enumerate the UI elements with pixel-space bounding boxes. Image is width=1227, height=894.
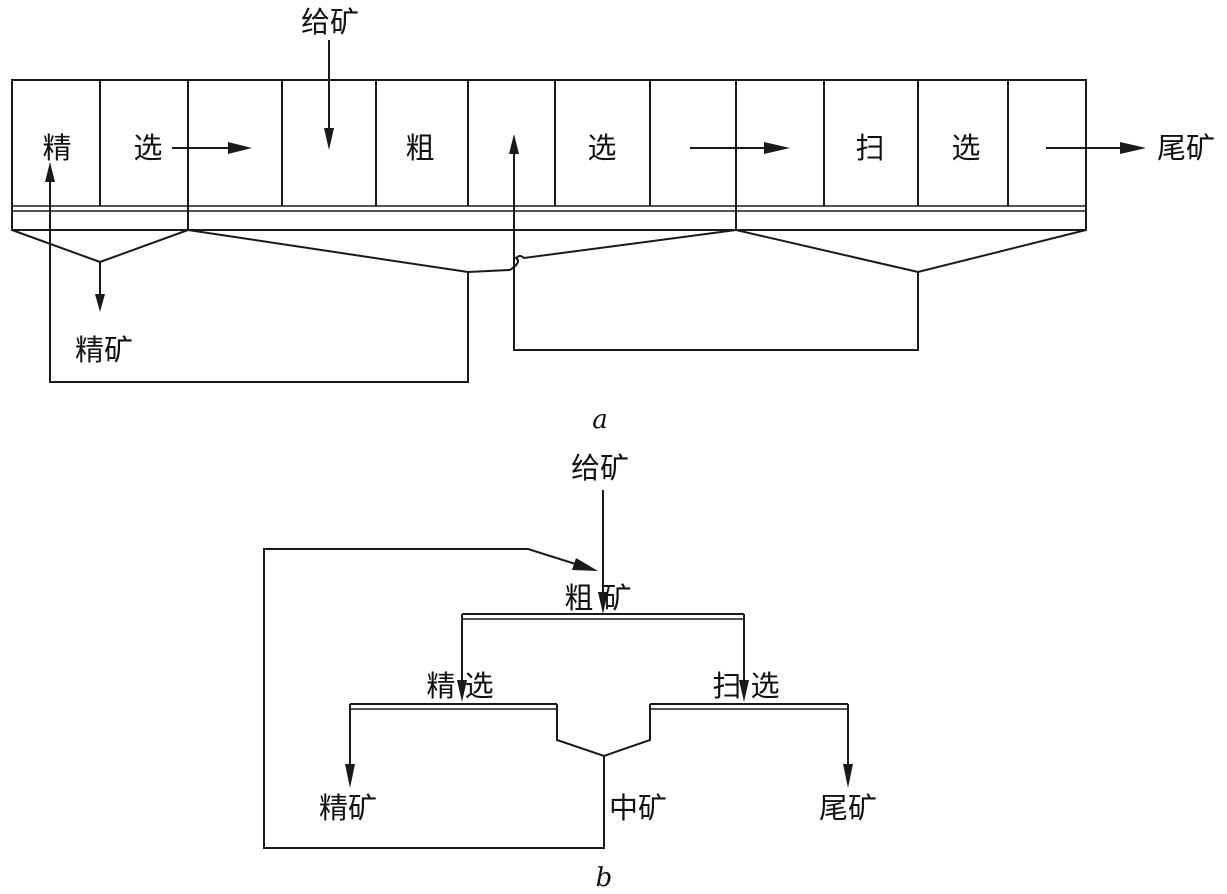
tailings-arrow-head-a	[1120, 142, 1146, 154]
feed-label-a: 给矿	[301, 5, 359, 39]
flotation-bank-outline	[11, 79, 1087, 231]
concentrate-label-a: 精矿	[75, 333, 133, 367]
cell-dividers	[99, 80, 1009, 230]
tailings-label-b: 尾矿	[819, 791, 877, 825]
scavenger-label-b: 扫 选	[712, 669, 779, 703]
rougher-label-char-1: 粗	[405, 131, 434, 165]
cleaning-label-char-2: 选	[133, 131, 162, 165]
middlings-return-arrow-head	[572, 558, 598, 571]
cleaning-label-b: 精 选	[426, 669, 493, 703]
concentrate-arrow-head-b	[345, 764, 355, 788]
return-to-rougher-arrow-head	[509, 134, 519, 154]
middlings-label-b: 中矿	[609, 791, 667, 825]
caption-b: b	[596, 863, 613, 893]
hopper-scavenger	[735, 229, 1087, 274]
rougher-label-char-2: 选	[587, 131, 616, 165]
scavenger-return-line	[513, 152, 919, 351]
tailings-label-a: 尾矿	[1157, 131, 1215, 165]
caption-a: a	[592, 405, 608, 435]
diagram-b: 给矿 粗 矿 精 选 扫 选 精矿 中矿 尾矿 b	[263, 451, 877, 893]
rougher-to-scavenger-arrow-head	[739, 680, 749, 702]
rougher-label-b: 粗 矿	[564, 581, 631, 615]
flow-arrow-head-1	[228, 142, 252, 154]
hopper-rougher-right	[509, 229, 737, 271]
feed-label-b: 给矿	[571, 451, 629, 485]
scavenger-label-char-1: 扫	[855, 131, 884, 165]
concentrate-label-b: 精矿	[319, 791, 377, 825]
diagram-a: 给矿 精 选 粗 选 扫 选 尾矿 精矿 a	[11, 5, 1215, 435]
rougher-froth-return-line	[49, 180, 469, 383]
rougher-to-cleaning-arrow-head	[457, 680, 467, 702]
hopper-rougher-left	[187, 229, 511, 274]
middlings-funnel	[556, 704, 651, 758]
tailings-arrow-head-b	[843, 764, 853, 788]
flow-arrow-head-2	[764, 142, 790, 154]
scavenger-label-char-2: 选	[951, 131, 980, 165]
return-to-cleaning-arrow-head	[45, 162, 55, 182]
middlings-return-line	[263, 548, 605, 849]
hopper-cleaning	[11, 229, 189, 264]
feed-arrow-head-b	[598, 592, 608, 614]
concentrate-arrow-head	[95, 294, 105, 312]
cleaning-label-char-1: 精	[42, 131, 71, 165]
feed-arrow-head-a	[324, 128, 334, 150]
